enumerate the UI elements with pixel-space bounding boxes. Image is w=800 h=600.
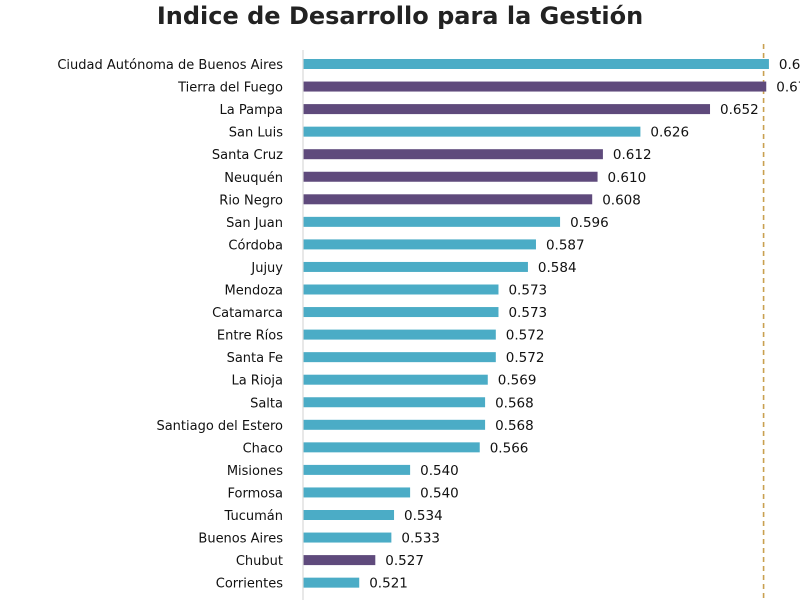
- category-label: Chaco: [243, 441, 283, 456]
- category-label: Santiago del Estero: [156, 419, 283, 434]
- value-label: 0.573: [508, 283, 547, 299]
- bar: [303, 419, 486, 430]
- bar: [303, 194, 593, 205]
- value-label: 0.596: [570, 215, 609, 231]
- bar: [303, 126, 641, 137]
- value-label: 0.566: [490, 440, 529, 456]
- category-label: Santa Fe: [227, 351, 283, 366]
- value-label: 0.608: [602, 192, 641, 208]
- bar: [303, 216, 561, 227]
- category-label: Corrientes: [216, 577, 283, 592]
- category-label: Ciudad Autónoma de Buenos Aires: [57, 58, 283, 73]
- category-label: Entre Ríos: [217, 329, 283, 344]
- bar: [303, 329, 496, 340]
- category-label: Santa Cruz: [212, 148, 283, 163]
- bar: [303, 239, 536, 250]
- bar: [303, 104, 711, 115]
- value-label: 0.612: [613, 147, 652, 163]
- category-label: Formosa: [228, 486, 283, 501]
- bar: [303, 149, 603, 160]
- value-label: 0.521: [369, 576, 408, 592]
- bar: [303, 261, 528, 272]
- value-label: 0.610: [608, 170, 647, 186]
- category-label: Rio Negro: [219, 193, 283, 208]
- category-label: Misiones: [227, 464, 283, 479]
- value-label: 0.673: [776, 80, 800, 96]
- value-label: 0.573: [508, 305, 547, 321]
- bar: [303, 487, 411, 498]
- bar: [303, 510, 395, 520]
- bar: [303, 555, 376, 566]
- value-label: 0.568: [495, 395, 534, 411]
- value-label: 0.540: [420, 463, 459, 479]
- category-label: Salta: [250, 396, 283, 411]
- value-label: 0.533: [401, 531, 440, 547]
- category-label: Córdoba: [228, 238, 283, 253]
- value-label: 0.572: [506, 328, 545, 344]
- category-label: Buenos Aires: [198, 532, 283, 547]
- category-label: La Pampa: [220, 103, 283, 118]
- category-label: Catamarca: [212, 306, 283, 321]
- bar: [303, 532, 392, 543]
- value-label: 0.540: [420, 485, 459, 501]
- bar: [303, 352, 496, 363]
- value-label: 0.584: [538, 260, 577, 276]
- category-label: Mendoza: [225, 284, 283, 299]
- category-label: La Rioja: [231, 374, 283, 389]
- value-label: 0.626: [650, 125, 689, 141]
- bar: [303, 397, 486, 408]
- value-label: 0.569: [498, 373, 537, 389]
- value-label: 0.534: [404, 508, 443, 524]
- value-label: 0.587: [546, 237, 585, 253]
- bar: [303, 284, 499, 295]
- category-label: Tucumán: [224, 509, 283, 524]
- bar: [303, 577, 360, 588]
- value-label: 0.572: [506, 350, 545, 366]
- bar: [303, 171, 598, 182]
- category-label: Tierra del Fuego: [177, 81, 283, 96]
- chart-title: Indice de Desarrollo para la Gestión: [156, 2, 644, 30]
- category-label: Neuquén: [224, 171, 283, 186]
- bar: [303, 442, 480, 453]
- category-label: Chubut: [236, 554, 283, 569]
- value-label: 0.652: [720, 102, 759, 118]
- bar: [303, 464, 411, 475]
- value-label: 0.674: [779, 57, 800, 73]
- bar: [303, 307, 499, 318]
- bar: [303, 374, 488, 385]
- value-label: 0.568: [495, 418, 534, 434]
- bar: [303, 81, 767, 92]
- category-label: Jujuy: [250, 261, 283, 276]
- category-label: San Luis: [229, 126, 283, 141]
- bar: [303, 59, 769, 69]
- value-label: 0.527: [385, 553, 424, 569]
- category-label: San Juan: [226, 216, 283, 231]
